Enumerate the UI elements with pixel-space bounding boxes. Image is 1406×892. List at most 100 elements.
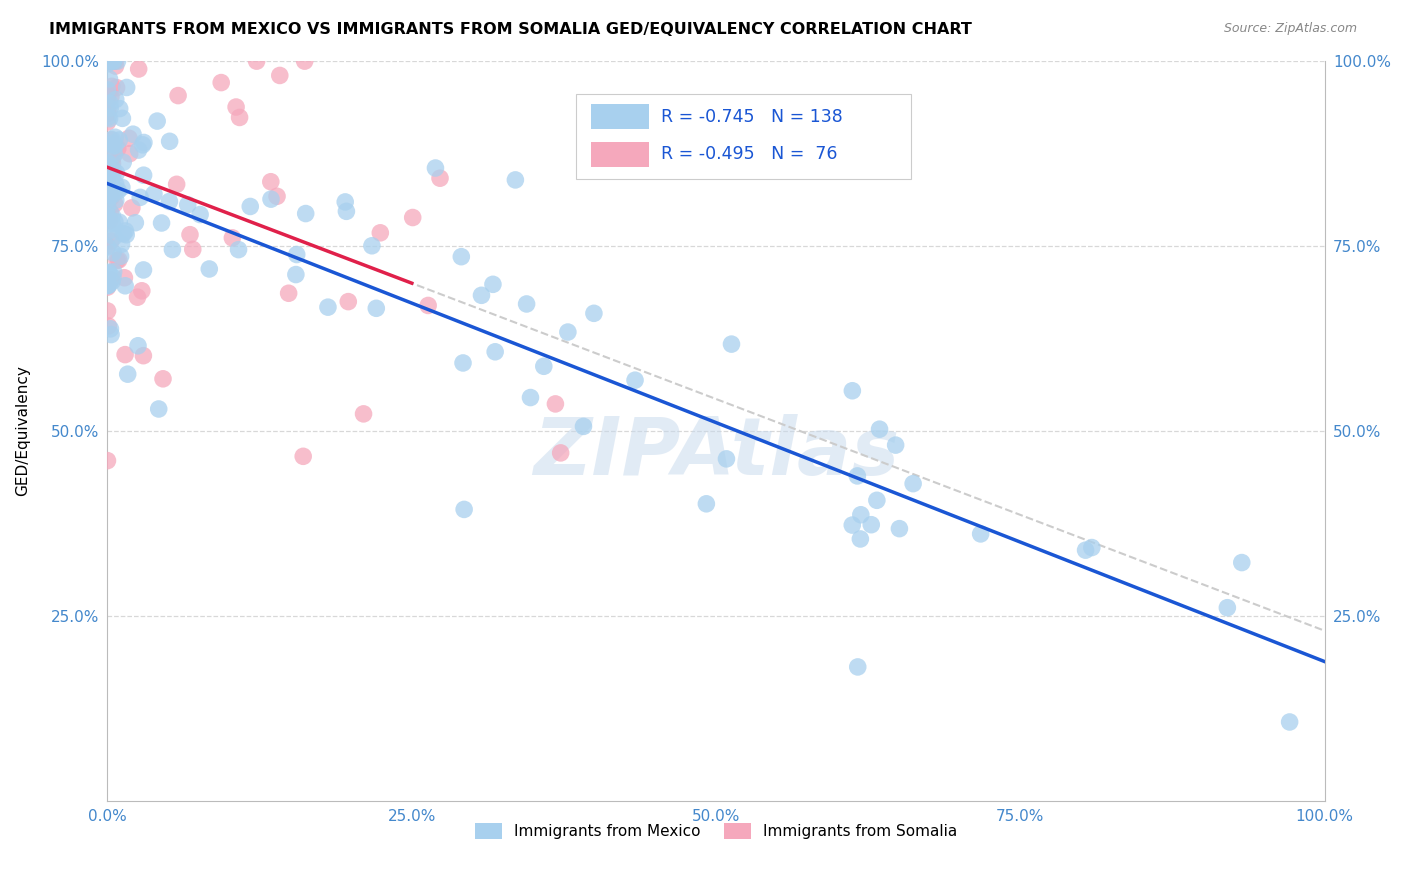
Point xyxy=(97,54,120,69)
Point xyxy=(97,192,120,206)
Point xyxy=(96,213,118,227)
Point xyxy=(969,527,991,541)
Point xyxy=(108,215,131,229)
Point xyxy=(103,230,125,244)
Point xyxy=(97,86,120,100)
Point xyxy=(100,89,122,103)
Point xyxy=(96,54,118,69)
Point xyxy=(97,160,120,174)
Point xyxy=(103,54,125,69)
Point xyxy=(225,100,247,114)
Point xyxy=(103,265,125,279)
Point xyxy=(335,204,357,219)
Point xyxy=(294,206,316,220)
Y-axis label: GED/Equivalency: GED/Equivalency xyxy=(15,366,30,497)
Point xyxy=(100,171,122,186)
Point xyxy=(1278,714,1301,729)
Point xyxy=(101,169,124,183)
Point xyxy=(198,262,221,277)
Point xyxy=(846,660,869,674)
Point xyxy=(118,131,141,145)
Point xyxy=(533,359,555,374)
Point xyxy=(97,104,120,119)
Point xyxy=(96,208,118,222)
Point xyxy=(96,54,118,69)
Point xyxy=(114,278,136,293)
Point xyxy=(132,136,155,150)
Point xyxy=(177,198,200,212)
Point xyxy=(96,239,118,253)
Point xyxy=(132,349,155,363)
Point xyxy=(277,286,299,301)
Point xyxy=(103,147,125,161)
Point xyxy=(101,187,124,202)
Point xyxy=(101,275,124,289)
Point xyxy=(146,114,169,128)
Point xyxy=(98,54,121,69)
Point xyxy=(148,401,170,416)
Point xyxy=(105,253,128,268)
Point xyxy=(107,252,129,267)
Point xyxy=(152,372,174,386)
Point xyxy=(98,265,121,279)
Point xyxy=(97,209,120,223)
Point xyxy=(228,111,250,125)
Point xyxy=(337,294,360,309)
Point xyxy=(104,193,127,207)
Point xyxy=(429,171,451,186)
Point xyxy=(221,231,243,245)
Point xyxy=(470,288,492,302)
Point xyxy=(889,522,911,536)
Point xyxy=(97,240,120,254)
Point xyxy=(544,397,567,411)
Text: ZIPAtlas: ZIPAtlas xyxy=(533,414,900,492)
Point xyxy=(124,216,146,230)
Point xyxy=(97,173,120,187)
Point xyxy=(122,127,145,141)
Point xyxy=(100,190,122,204)
Point xyxy=(97,278,120,293)
Point xyxy=(101,136,124,151)
Point xyxy=(260,175,283,189)
Point xyxy=(97,54,120,69)
Point xyxy=(101,217,124,231)
Point xyxy=(368,226,391,240)
Point xyxy=(849,508,872,522)
Point xyxy=(100,79,122,94)
Point xyxy=(98,112,121,126)
Point xyxy=(353,407,375,421)
Point xyxy=(484,344,506,359)
Point xyxy=(97,277,120,292)
Point xyxy=(716,451,738,466)
Point xyxy=(860,517,883,532)
Point xyxy=(110,237,132,252)
FancyBboxPatch shape xyxy=(576,95,911,179)
Point xyxy=(246,54,269,69)
Point xyxy=(127,290,149,304)
Point xyxy=(121,201,143,215)
Point xyxy=(841,384,863,398)
Point xyxy=(228,243,250,257)
Point xyxy=(96,453,118,467)
Point xyxy=(101,270,124,285)
Point xyxy=(695,497,717,511)
Legend: Immigrants from Mexico, Immigrants from Somalia: Immigrants from Mexico, Immigrants from … xyxy=(468,817,963,845)
Point xyxy=(127,339,149,353)
Point xyxy=(117,367,139,381)
FancyBboxPatch shape xyxy=(591,142,650,167)
Point xyxy=(104,182,127,196)
Point xyxy=(285,247,308,261)
Point xyxy=(101,132,124,146)
Point xyxy=(105,80,128,95)
Point xyxy=(101,245,124,260)
Point xyxy=(104,130,127,145)
Point xyxy=(450,250,472,264)
Point xyxy=(104,197,127,211)
Point xyxy=(112,227,135,241)
Point xyxy=(97,167,120,181)
Point xyxy=(1230,556,1253,570)
Text: R = -0.495   N =  76: R = -0.495 N = 76 xyxy=(661,145,838,163)
Point xyxy=(418,298,440,312)
Point xyxy=(103,54,125,69)
Point xyxy=(101,162,124,177)
